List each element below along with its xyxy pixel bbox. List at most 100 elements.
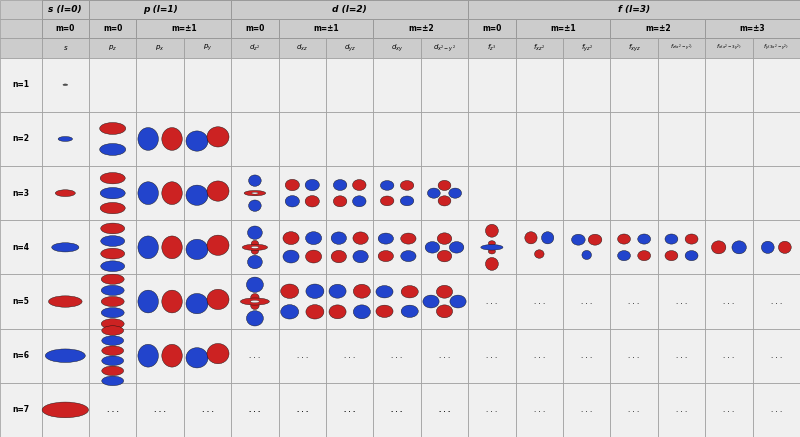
Ellipse shape: [306, 232, 322, 245]
Bar: [753, 166, 800, 220]
Ellipse shape: [353, 196, 366, 207]
Bar: [753, 383, 800, 437]
Bar: [278, 112, 326, 166]
Ellipse shape: [401, 250, 416, 262]
Ellipse shape: [306, 250, 322, 263]
Bar: [136, 383, 184, 437]
Bar: [89, 19, 136, 38]
Ellipse shape: [638, 234, 650, 244]
Bar: [326, 58, 374, 112]
Ellipse shape: [334, 180, 347, 191]
Text: . . .: . . .: [629, 298, 640, 305]
Text: $d_{xy}$: $d_{xy}$: [391, 42, 403, 54]
Bar: [658, 274, 706, 329]
Ellipse shape: [685, 250, 698, 261]
Bar: [326, 220, 374, 274]
Ellipse shape: [62, 246, 69, 249]
Text: . . .: . . .: [391, 353, 402, 359]
Text: . . .: . . .: [486, 353, 498, 359]
Ellipse shape: [283, 250, 299, 263]
Ellipse shape: [58, 191, 72, 195]
Bar: [136, 19, 184, 38]
Bar: [753, 274, 800, 329]
Ellipse shape: [101, 223, 125, 234]
Bar: [516, 274, 563, 329]
Ellipse shape: [436, 285, 453, 298]
Bar: [706, 19, 753, 38]
Ellipse shape: [378, 233, 394, 244]
Bar: [89, 329, 136, 383]
Bar: [278, 38, 326, 58]
Bar: [468, 0, 800, 19]
Bar: [89, 383, 136, 437]
Ellipse shape: [186, 131, 208, 151]
Ellipse shape: [378, 250, 394, 262]
Ellipse shape: [49, 296, 82, 307]
Ellipse shape: [101, 261, 125, 271]
Text: $f_{x(x^2-3y^2)}$: $f_{x(x^2-3y^2)}$: [716, 43, 742, 53]
Bar: [231, 19, 278, 38]
Ellipse shape: [252, 298, 258, 302]
Bar: [610, 38, 658, 58]
Bar: [278, 220, 326, 274]
Bar: [610, 329, 658, 383]
Bar: [563, 166, 610, 220]
Bar: [610, 383, 658, 437]
Bar: [136, 38, 184, 58]
Text: . . .: . . .: [770, 407, 782, 413]
Bar: [278, 0, 326, 19]
Bar: [563, 19, 610, 38]
Bar: [231, 38, 278, 58]
Text: $f_{xz^2}$: $f_{xz^2}$: [534, 43, 546, 53]
Bar: [42, 0, 89, 19]
Bar: [516, 0, 563, 19]
Bar: [563, 112, 610, 166]
Bar: [374, 58, 421, 112]
Text: . . .: . . .: [581, 298, 592, 305]
Bar: [184, 112, 231, 166]
Bar: [184, 383, 231, 437]
Ellipse shape: [100, 187, 126, 199]
Bar: [136, 58, 184, 112]
Text: $p_y$: $p_y$: [203, 43, 212, 53]
Ellipse shape: [138, 290, 158, 313]
Text: $p_z$: $p_z$: [108, 43, 118, 53]
Bar: [658, 19, 706, 38]
Ellipse shape: [207, 127, 229, 147]
Ellipse shape: [55, 352, 75, 359]
Bar: [563, 0, 610, 19]
Text: n=6: n=6: [12, 351, 30, 360]
Ellipse shape: [46, 349, 86, 363]
Ellipse shape: [102, 336, 124, 345]
Bar: [563, 383, 610, 437]
Bar: [706, 38, 753, 58]
Ellipse shape: [711, 241, 726, 254]
Bar: [278, 19, 374, 38]
Bar: [184, 274, 231, 329]
Bar: [658, 329, 706, 383]
Ellipse shape: [486, 257, 498, 271]
Ellipse shape: [242, 244, 267, 250]
Ellipse shape: [102, 274, 124, 284]
Bar: [610, 19, 658, 38]
Ellipse shape: [162, 344, 182, 367]
Bar: [231, 274, 278, 329]
Bar: [42, 19, 89, 38]
Ellipse shape: [62, 409, 69, 411]
Ellipse shape: [438, 180, 451, 191]
Text: . . .: . . .: [106, 406, 118, 414]
Bar: [516, 112, 563, 166]
Bar: [136, 0, 184, 19]
Ellipse shape: [286, 196, 299, 207]
Bar: [706, 383, 753, 437]
Ellipse shape: [58, 299, 72, 304]
Ellipse shape: [618, 250, 630, 261]
Bar: [658, 58, 706, 112]
Text: n=5: n=5: [12, 297, 30, 306]
Ellipse shape: [588, 234, 602, 245]
Bar: [326, 38, 374, 58]
Text: . . .: . . .: [770, 298, 782, 305]
Text: . . .: . . .: [344, 407, 355, 413]
Text: . . .: . . .: [250, 353, 261, 359]
Bar: [753, 329, 800, 383]
